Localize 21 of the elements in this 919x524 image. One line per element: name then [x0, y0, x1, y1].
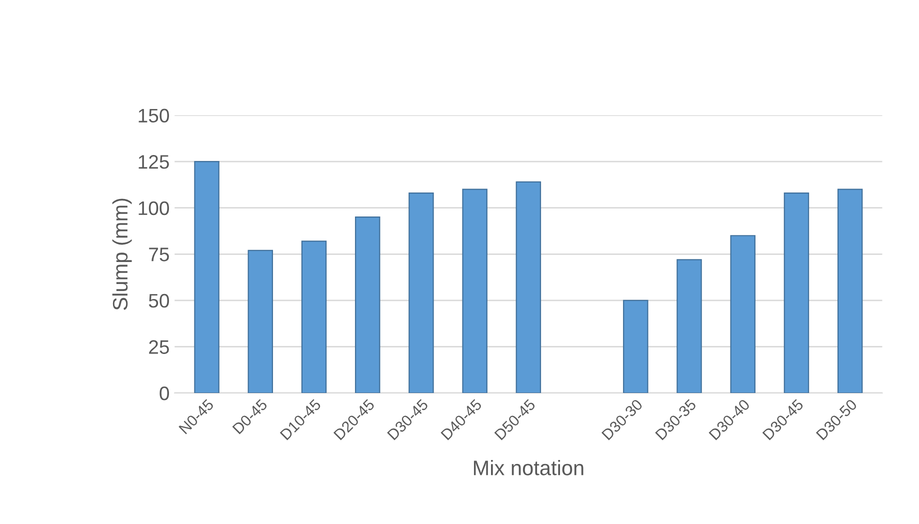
y-tick-label: 0 — [160, 386, 169, 400]
y-tick-label: 100 — [138, 201, 169, 216]
y-tick-label: 150 — [138, 108, 169, 123]
bar — [462, 188, 488, 393]
bar — [730, 235, 756, 393]
bar — [784, 192, 810, 393]
y-tick-label: 50 — [148, 294, 169, 308]
y-tick-label: 25 — [149, 340, 169, 354]
bar — [516, 181, 542, 393]
y-tick-label: 125 — [138, 155, 169, 169]
bar — [408, 192, 434, 393]
bar — [837, 188, 863, 393]
bar — [354, 216, 380, 393]
y-tick-label: 75 — [149, 248, 169, 262]
x-axis-title: Mix notation — [474, 460, 584, 476]
bar — [676, 259, 702, 393]
y-axis-title: Slump (mm) — [112, 198, 132, 310]
bar — [301, 240, 327, 393]
bar — [248, 250, 273, 393]
bar — [623, 300, 648, 393]
bar — [194, 161, 220, 393]
